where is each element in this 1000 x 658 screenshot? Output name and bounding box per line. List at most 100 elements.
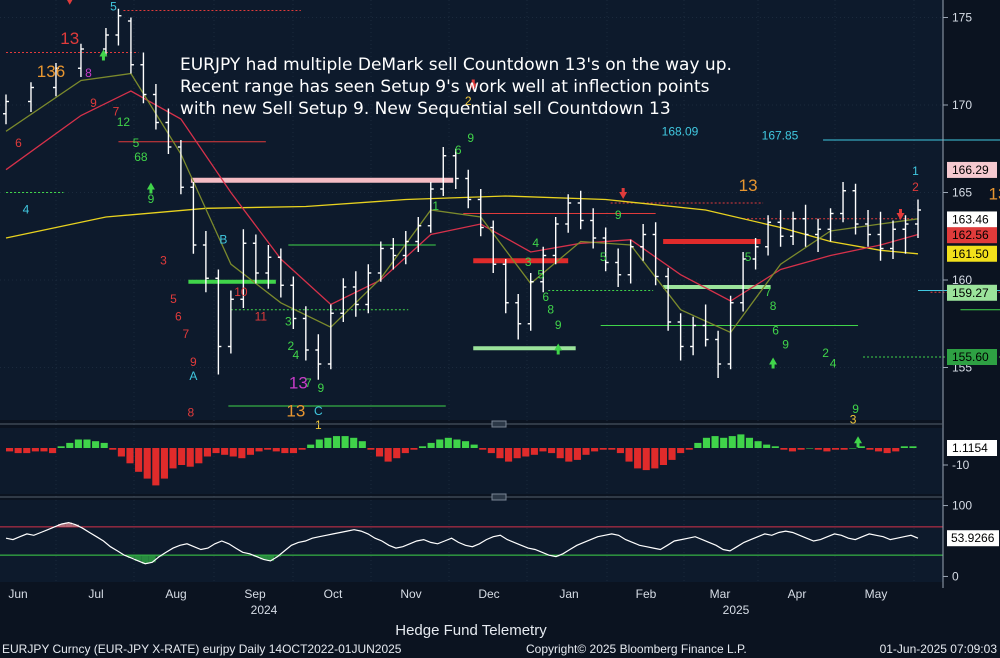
oscillator-2-panel — [0, 500, 943, 582]
histogram-bar — [100, 442, 108, 448]
histogram-bar — [892, 448, 900, 452]
demark-count: 7 — [765, 285, 772, 299]
histogram-bar — [307, 444, 315, 448]
overbought-fill — [65, 522, 73, 527]
price-label-box — [947, 349, 997, 365]
histogram-bar — [788, 448, 797, 452]
histogram-bar — [178, 448, 186, 465]
histogram-bar — [582, 448, 590, 455]
histogram-bar — [453, 439, 461, 448]
demark-count: 5 — [133, 136, 140, 150]
demark-count: 3 — [160, 253, 167, 267]
histogram-bar — [866, 448, 874, 450]
annotation-line-1: EURJPY had multiple DeMark sell Countdow… — [180, 55, 732, 75]
price-bars — [3, 8, 921, 380]
histogram-bar — [6, 448, 14, 452]
histogram-bar — [401, 448, 409, 454]
demark-count: 9 — [190, 355, 197, 369]
demark-count: 2 — [822, 346, 829, 360]
histogram-bar — [255, 448, 263, 452]
histogram-bar — [462, 441, 470, 448]
month-label-jun: Jun — [8, 587, 27, 601]
oversold-fill — [260, 555, 268, 560]
histogram-bar — [289, 448, 298, 454]
demark-count: 8 — [547, 302, 554, 316]
oscillator-2-line — [5, 521, 919, 565]
signal-arrows — [67, 0, 905, 448]
demark-count: 4 — [23, 203, 30, 217]
histogram-bar — [229, 448, 237, 457]
demark-count: 4 — [292, 348, 299, 362]
demark-count: 9 — [148, 192, 155, 206]
histogram-bar — [720, 437, 728, 448]
histogram-bar — [418, 446, 427, 448]
histogram-bar — [737, 434, 745, 448]
demark-count: 2 — [288, 339, 295, 353]
histogram-bar — [530, 448, 538, 455]
histogram-bar — [814, 448, 822, 450]
histogram-bar — [883, 448, 891, 454]
panel-dividers — [0, 420, 943, 501]
demark-count: 1 — [432, 199, 439, 213]
buy-arrow-icon — [554, 343, 563, 355]
demark-count: 6 — [455, 143, 462, 157]
histogram-bar — [160, 448, 168, 479]
level-label: 167.85 — [762, 129, 799, 143]
grid-lines — [0, 0, 943, 582]
histogram-bar — [694, 442, 702, 448]
histogram-bar — [427, 442, 435, 448]
month-label-apr: Apr — [788, 587, 807, 601]
demark-count: 2 — [912, 180, 919, 194]
price-label-text: 159.27 — [952, 286, 989, 300]
oversold-fill — [134, 555, 142, 561]
annotation-line-2: Recent range has seen Setup 9's work wel… — [180, 77, 710, 97]
divider-handle-2[interactable] — [491, 493, 507, 501]
divider-handle-1[interactable] — [491, 420, 507, 428]
price-label-text: 155.60 — [952, 350, 989, 364]
demark-count: 3 — [525, 255, 532, 269]
histogram-bar — [203, 448, 211, 457]
demark-count: 9 — [555, 318, 562, 332]
demark-count: 13 — [60, 29, 79, 48]
osc2-tick-label: 0 — [952, 569, 959, 583]
histogram-bar — [410, 448, 418, 450]
histogram-bar — [341, 436, 349, 448]
histogram-bar — [238, 448, 246, 459]
histogram-bar — [599, 448, 607, 450]
histogram-bar — [771, 446, 779, 448]
demark-count: 7 — [305, 376, 312, 390]
histogram-bar — [117, 448, 125, 457]
osc1-value-box — [947, 440, 997, 456]
price-tick-label: 160 — [952, 273, 972, 287]
osc1-value-label: 1.1154 — [952, 441, 988, 455]
demark-count: 3 — [285, 315, 292, 329]
footer-right: 01-Jun-2025 07:09:03 — [880, 642, 998, 656]
year-labels: 2024 2025 — [251, 603, 750, 617]
month-label-aug: Aug — [165, 587, 186, 601]
histogram-bar — [186, 448, 194, 467]
price-label-box — [947, 211, 997, 228]
price-labels: 166.29 163.46 162.56 161.50 159.27 155.60 — [947, 161, 997, 365]
histogram-bar — [92, 441, 100, 448]
histogram-bar — [539, 448, 547, 452]
moving-average-1 — [5, 195, 919, 255]
demark-count: A — [189, 369, 197, 383]
demark-count: 5 — [170, 292, 177, 306]
annotation-line-3: with new Sell Setup 9. New Sequential se… — [180, 99, 671, 119]
level-labels: 168.09 167.85 — [662, 124, 799, 142]
histogram-bar — [31, 448, 39, 452]
demark-count: 5 — [537, 267, 544, 281]
histogram-bar — [668, 448, 676, 460]
demark-count: 7 — [113, 105, 120, 119]
demark-count: 13 — [988, 185, 1000, 204]
year-label-2025: 2025 — [723, 603, 750, 617]
month-label-jul: Jul — [88, 587, 103, 601]
histogram-bar — [711, 436, 719, 448]
histogram-bar — [384, 448, 392, 462]
oversold-fill — [552, 555, 560, 557]
month-label-nov: Nov — [400, 587, 421, 601]
histogram-bar — [857, 446, 865, 448]
histogram-bar — [169, 448, 177, 469]
histogram-bar — [272, 448, 280, 452]
demark-count: 2 — [465, 94, 472, 108]
